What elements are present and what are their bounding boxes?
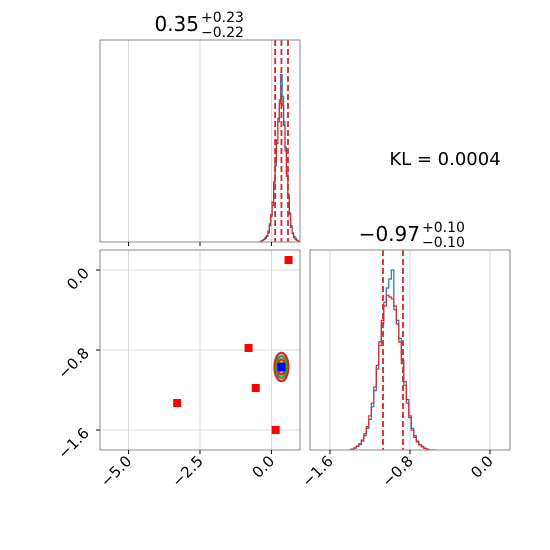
bottom-left-ytick-label: −0.8 bbox=[54, 344, 92, 382]
bottom-right-histogram bbox=[348, 269, 437, 450]
top-left-title-minus: −0.22 bbox=[201, 25, 244, 41]
top-left-grid bbox=[128, 40, 272, 242]
red-square-marker bbox=[251, 384, 260, 392]
blue-square-marker bbox=[277, 363, 286, 371]
top-left-title-value: 0.35 bbox=[154, 12, 199, 36]
bottom-right-series-0 bbox=[348, 269, 437, 450]
bottom-left-xtick-label: 0.0 bbox=[249, 452, 279, 482]
bottom-right-xtick-label: 0.0 bbox=[467, 452, 497, 482]
red-square-marker bbox=[284, 256, 293, 264]
bottom-left-xtick-label: −2.5 bbox=[168, 452, 206, 490]
bottom-right-grid bbox=[329, 250, 491, 450]
bottom-left-markers bbox=[173, 256, 293, 434]
top-left-title-plus: +0.23 bbox=[201, 10, 244, 26]
bottom-right-ticks: −1.6 −0.8 0.0 bbox=[298, 450, 497, 491]
bottom-left-ticks: −5.0 −2.5 0.0 0.0 −0.8 −1.6 bbox=[54, 264, 278, 490]
bottom-right-quantiles bbox=[382, 250, 404, 450]
top-left-quantiles bbox=[274, 40, 289, 242]
kl-annotation: KL = 0.0004 bbox=[389, 149, 500, 170]
top-left-ticks bbox=[128, 242, 272, 246]
bottom-left-ytick-label: −1.6 bbox=[54, 424, 92, 462]
bottom-right-xtick-label: −1.6 bbox=[298, 452, 336, 490]
bottom-right-histogram-panel: −1.6 −0.8 0.0 −0.97 +0.10 −0.10 bbox=[298, 220, 511, 491]
bottom-left-ytick-label: 0.0 bbox=[63, 264, 93, 294]
bottom-right-series-1 bbox=[348, 294, 437, 450]
bottom-left-grid bbox=[100, 250, 300, 450]
bottom-right-title-plus: +0.10 bbox=[422, 220, 465, 236]
red-square-marker bbox=[244, 344, 253, 352]
bottom-left-scatter-panel: −5.0 −2.5 0.0 0.0 −0.8 −1.6 bbox=[54, 249, 301, 491]
red-square-marker bbox=[173, 399, 182, 407]
top-left-histogram-panel: 0.35 +0.23 −0.22 bbox=[99, 10, 301, 246]
bottom-left-xtick-label: −5.0 bbox=[97, 452, 135, 490]
bottom-right-title-minus: −0.10 bbox=[422, 235, 465, 251]
bottom-right-title-value: −0.97 bbox=[359, 222, 420, 246]
red-square-marker bbox=[271, 426, 280, 434]
bottom-right-xtick-label: −0.8 bbox=[378, 452, 416, 490]
density-contour bbox=[275, 355, 288, 379]
